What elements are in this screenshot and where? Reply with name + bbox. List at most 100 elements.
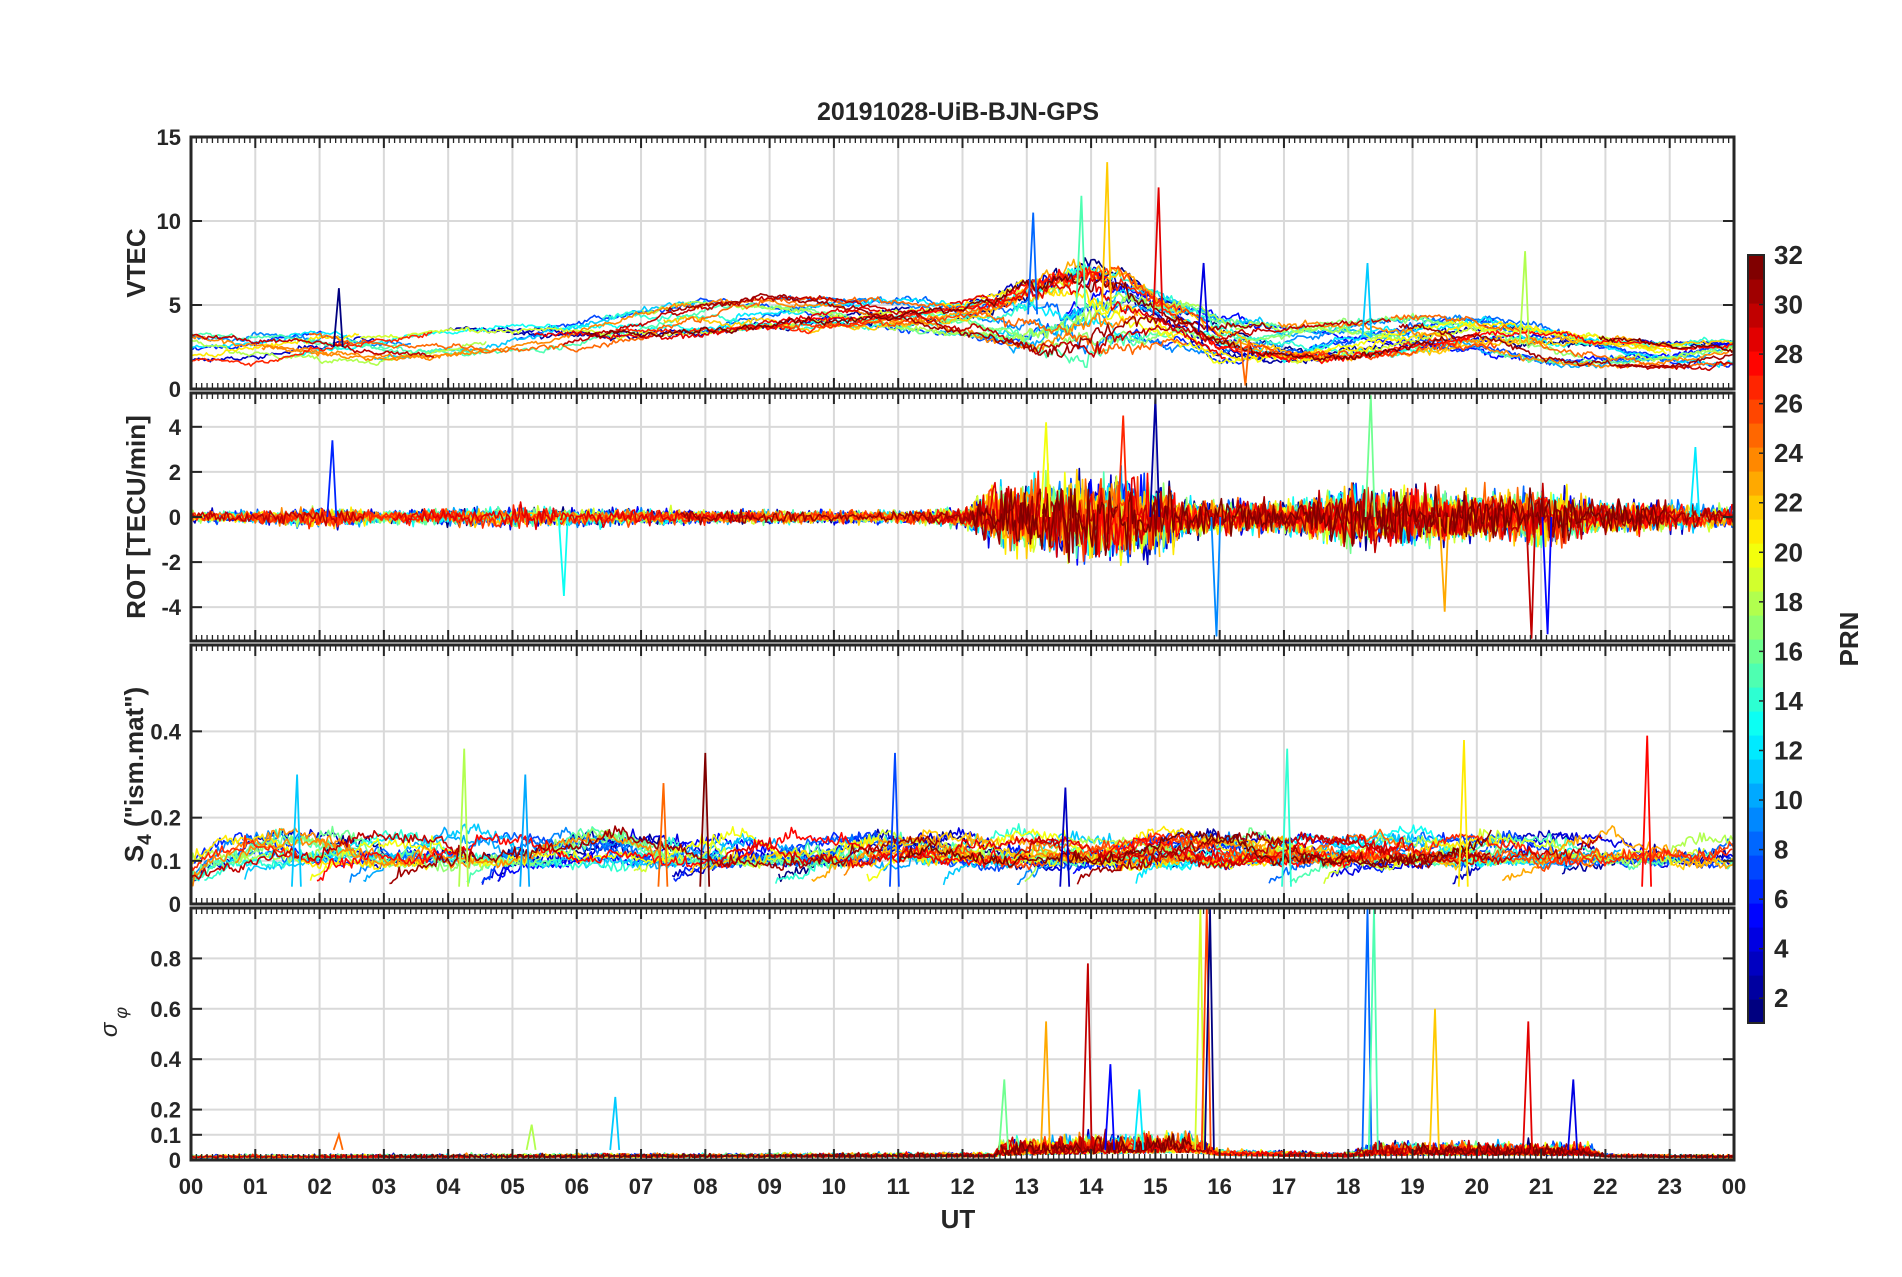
colorbar-swatch xyxy=(1748,975,1764,1000)
colorbar-tick-label: 28 xyxy=(1774,339,1803,369)
sigphi-peak xyxy=(1104,1064,1116,1150)
colorbar-tick-label: 22 xyxy=(1774,488,1803,518)
s4-series-prn-31 xyxy=(389,825,940,885)
x-tick-label: 22 xyxy=(1593,1174,1617,1199)
vtec-series-prn-12 xyxy=(673,296,1141,342)
colorbar-swatch xyxy=(1748,735,1764,760)
colorbar-tick-label: 8 xyxy=(1774,835,1788,865)
s4-peak xyxy=(657,783,669,887)
vtec-series-prn-8 xyxy=(1276,315,1691,364)
vtec-ytick-label: 15 xyxy=(157,125,181,150)
s4-peak xyxy=(889,752,900,887)
colorbar-swatch xyxy=(1748,807,1764,832)
rot-peak xyxy=(1689,447,1701,518)
rot-series-group xyxy=(191,462,1734,567)
vtec-series-prn-27 xyxy=(191,331,433,367)
sigphi-grid xyxy=(191,908,1734,1160)
vtec-peak xyxy=(1239,339,1251,386)
x-tick-label: 12 xyxy=(950,1174,974,1199)
rot-series-prn-30 xyxy=(191,507,366,527)
sigphi-x-ticks xyxy=(190,908,1735,1160)
s4-series-prn-19 xyxy=(1323,828,1705,884)
s4-series-prn-30 xyxy=(191,830,474,880)
colorbar-swatch xyxy=(1748,687,1764,712)
sigphi-ytick-label: 0.2 xyxy=(150,1098,181,1123)
vtec-series-prn-24 xyxy=(191,334,487,359)
x-tick-label: 21 xyxy=(1529,1174,1553,1199)
rot-series-prn-29 xyxy=(392,501,757,531)
s4-axis-label-base: S xyxy=(119,845,149,862)
sigphi-peak xyxy=(1522,1021,1533,1150)
s4-series-prn-25 xyxy=(1016,828,1595,868)
sigphi-ytick-label: 0.1 xyxy=(150,1123,181,1148)
rot-peak xyxy=(1040,422,1051,518)
chart-title: 20191028-UiB-BJN-GPS xyxy=(817,98,1099,126)
sigphi-series-prn-29 xyxy=(961,1132,1595,1158)
x-tick-label: 16 xyxy=(1207,1174,1231,1199)
vtec-series-prn-18 xyxy=(641,292,1399,343)
x-tick-label: 09 xyxy=(757,1174,781,1199)
colorbar-swatch xyxy=(1748,903,1764,928)
x-tick-label: 02 xyxy=(307,1174,331,1199)
x-tick-label: 14 xyxy=(1079,1174,1104,1199)
vtec-peak xyxy=(1027,212,1038,315)
sigphi-ytick-label: 0 xyxy=(169,1148,181,1173)
s4-series-prn-24 xyxy=(235,830,661,869)
panel-s4: 00.10.20.4S4 ("ism.mat") xyxy=(119,643,1736,917)
colorbar-tick-label: 30 xyxy=(1774,290,1803,320)
colorbar-tick-label: 26 xyxy=(1774,389,1803,419)
rot-peak xyxy=(326,440,338,518)
panel-sigphi: 00.10.2 0.4 0.6 0.8 σφ xyxy=(96,906,1736,1173)
x-axis-label: UT xyxy=(941,1204,976,1234)
vtec-series-prn-32 xyxy=(1598,335,1733,354)
s4-ytick-label: 0.2 xyxy=(150,806,181,831)
sigma-phi-axis-label: σφ xyxy=(96,1007,131,1037)
vtec-ytick-label: 0 xyxy=(169,377,181,402)
colorbar-swatch xyxy=(1748,567,1764,592)
sigphi-series-prn-31 xyxy=(1278,1141,1733,1159)
vtec-series-prn-28 xyxy=(1192,328,1733,365)
colorbar-swatch xyxy=(1748,951,1764,976)
sigphi-peak xyxy=(609,1096,621,1150)
s4-peak xyxy=(1059,787,1071,887)
vtec-series-prn-29 xyxy=(949,276,1226,360)
rot-ytick-label: 2 xyxy=(169,460,181,485)
x-tick-labels: 00 01 02 03 04 05 06 07 08 09 10 11 12 13 14 15 16 17 18 19… xyxy=(179,1174,1746,1199)
rot-series-prn-31 xyxy=(680,488,1078,554)
sigphi-ytick-label: 0.6 xyxy=(150,997,181,1022)
sigphi-peak xyxy=(525,1124,537,1151)
colorbar-swatch xyxy=(1748,279,1764,304)
colorbar-swatch xyxy=(1748,999,1764,1024)
sigphi-peak xyxy=(1133,1089,1145,1150)
x-tick-label: 03 xyxy=(372,1174,396,1199)
vtec-ytick-label: 5 xyxy=(169,293,181,318)
colorbar-swatch xyxy=(1748,399,1764,424)
rot-ytick-label: 0 xyxy=(169,505,181,530)
x-tick-label: 07 xyxy=(629,1174,653,1199)
vtec-series-prn-30 xyxy=(562,295,1392,358)
vtec-series-group xyxy=(191,257,1734,372)
s4-peak xyxy=(1281,748,1292,887)
colorbar-swatch xyxy=(1748,615,1764,640)
s4-peak xyxy=(1457,739,1469,887)
colorbar-frame xyxy=(1747,254,1765,1024)
x-tick-label: 10 xyxy=(822,1174,846,1199)
rot-peak xyxy=(1117,415,1128,518)
vtec-y-ticks: 0 5 10 15 xyxy=(157,125,1734,402)
sigphi-y-ticks: 00.10.2 0.4 0.6 0.8 xyxy=(150,946,1734,1173)
s4-y-ticks: 0 0.1 0.2 0.4 xyxy=(150,719,1734,917)
vtec-series-prn-16 xyxy=(1493,344,1734,365)
s4-ytick-label: 0.4 xyxy=(150,719,181,744)
vtec-peak xyxy=(1361,262,1373,338)
sigphi-peak xyxy=(1200,908,1212,1150)
colorbar-swatch xyxy=(1748,255,1764,280)
vtec-peak xyxy=(1197,262,1209,332)
x-tick-label: 19 xyxy=(1400,1174,1424,1199)
rot-peaks xyxy=(326,395,1701,639)
colorbar-label: PRN xyxy=(1834,612,1864,667)
s4-ytick-label: 0 xyxy=(169,892,181,917)
sigphi-ytick-label: 0.8 xyxy=(150,946,181,971)
